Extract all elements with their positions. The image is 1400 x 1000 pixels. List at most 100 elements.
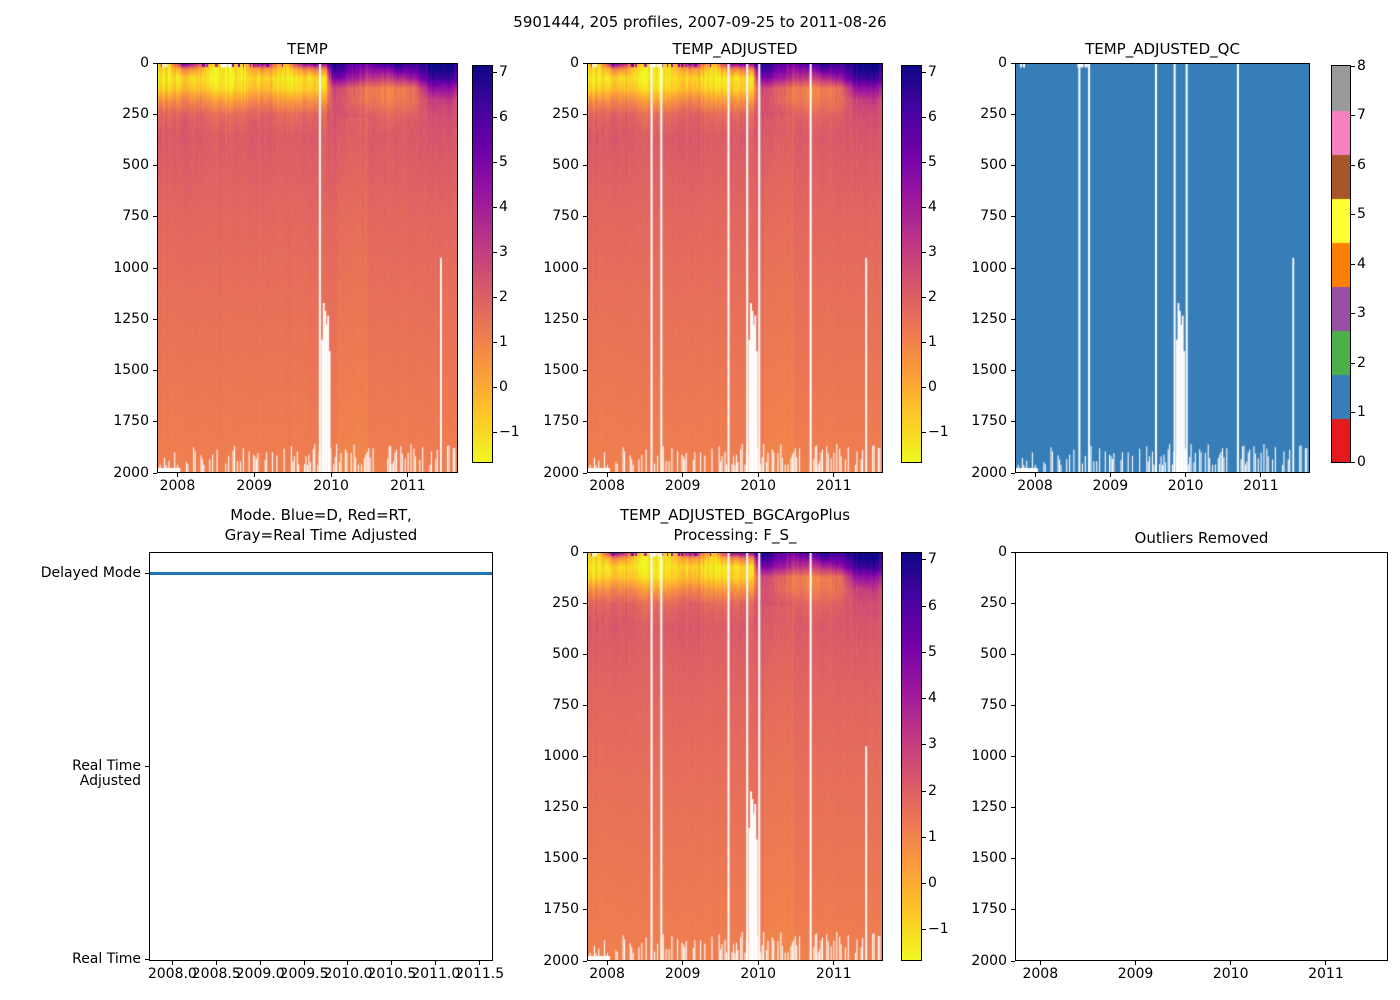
colorbar-tick-label: 7 — [928, 551, 937, 568]
year-tick-mark — [682, 961, 684, 965]
colorbar-tick-mark — [922, 790, 926, 792]
depth-tick-label: 1250 — [113, 310, 149, 327]
depth-tick-mark — [583, 113, 587, 115]
colorbar-tick-label: −1 — [928, 424, 949, 441]
depth-tick-label: 1750 — [543, 413, 579, 430]
qc-colorbar-tick-label: 0 — [1357, 453, 1366, 470]
temperature-colorbar — [472, 65, 493, 463]
depth-tick-label: 250 — [552, 594, 579, 611]
year-tick-mark — [1034, 473, 1036, 477]
depth-tick-label: 250 — [980, 594, 1007, 611]
depth-tick-mark — [1011, 602, 1015, 604]
colorbar-tick-mark — [493, 207, 497, 209]
temperature-colorbar-canvas — [473, 66, 492, 462]
depth-tick-mark — [583, 807, 587, 809]
mode-x-tick-mark — [391, 961, 393, 965]
year-tick-label: 2010 — [740, 966, 776, 982]
panel-temp_adjusted-box — [587, 63, 883, 473]
depth-tick-mark — [1011, 909, 1015, 911]
depth-tick-label: 1000 — [113, 259, 149, 276]
depth-tick-label: 0 — [570, 54, 579, 71]
colorbar-tick-mark — [922, 432, 926, 434]
temp-heatmap-canvas — [158, 64, 457, 472]
colorbar-tick-mark — [922, 297, 926, 299]
year-tick-label: 2008 — [589, 966, 625, 982]
colorbar-tick-mark — [493, 162, 497, 164]
year-tick-label: 2009 — [236, 478, 273, 494]
depth-tick-label: 1750 — [113, 413, 149, 430]
qc-colorbar-tick-mark — [1351, 263, 1355, 265]
year-tick-mark — [1135, 961, 1137, 965]
qc-colorbar — [1331, 65, 1351, 463]
depth-tick-mark — [583, 421, 587, 423]
depth-tick-label: 1250 — [971, 310, 1007, 327]
colorbar-tick-label: −1 — [928, 921, 949, 938]
year-tick-mark — [1185, 473, 1187, 477]
depth-tick-mark — [583, 216, 587, 218]
year-tick-label: 2010 — [1212, 966, 1249, 982]
colorbar-tick-label: 1 — [499, 334, 508, 351]
depth-tick-mark — [583, 370, 587, 371]
colorbar-tick-mark — [922, 605, 926, 607]
depth-tick-label: 1000 — [971, 748, 1007, 764]
depth-tick-label: 500 — [980, 157, 1007, 173]
colorbar-tick-label: 4 — [928, 199, 937, 216]
mode-x-tick-mark — [347, 961, 349, 965]
qc-colorbar-tick-mark — [1351, 313, 1355, 314]
depth-tick-mark — [583, 909, 587, 911]
depth-tick-mark — [1011, 472, 1015, 474]
depth-tick-mark — [1011, 653, 1015, 655]
colorbar-tick-mark — [922, 207, 926, 209]
bgc-heatmap-canvas — [588, 553, 882, 960]
colorbar-tick-label: 4 — [499, 199, 508, 216]
panel-temp-title: TEMP — [287, 40, 328, 58]
depth-tick-mark — [583, 756, 587, 757]
qc-colorbar-tick-mark — [1351, 214, 1355, 215]
year-tick-mark — [833, 473, 835, 477]
figure-suptitle: 5901444, 205 profiles, 2007-09-25 to 201… — [513, 13, 887, 31]
depth-tick-mark — [1011, 858, 1015, 860]
depth-tick-mark — [1011, 704, 1015, 706]
depth-tick-label: 1500 — [971, 850, 1007, 867]
mode-x-tick-label: 2009.0 — [235, 966, 285, 982]
depth-tick-mark — [583, 318, 587, 320]
depth-tick-mark — [153, 318, 157, 320]
depth-tick-label: 1250 — [543, 310, 579, 327]
colorbar-tick-label: 7 — [928, 64, 937, 81]
colorbar-tick-label: −1 — [499, 424, 520, 441]
depth-tick-mark — [153, 370, 157, 371]
temp_adjusted-heatmap-canvas — [588, 64, 882, 472]
qc-colorbar-tick-label: 7 — [1357, 107, 1366, 123]
year-tick-mark — [1230, 961, 1232, 965]
colorbar-tick-label: 1 — [928, 334, 937, 351]
colorbar-tick-mark — [922, 117, 926, 119]
year-tick-label: 2010 — [313, 478, 349, 494]
colorbar-tick-mark — [493, 297, 497, 299]
year-tick-mark — [407, 473, 409, 477]
colorbar-tick-label: 1 — [928, 828, 937, 845]
panel-mode-box — [149, 552, 493, 961]
depth-tick-label: 1500 — [113, 362, 149, 378]
depth-tick-label: 1500 — [543, 850, 579, 867]
depth-tick-label: 250 — [122, 105, 149, 122]
colorbar-tick-mark — [493, 342, 497, 344]
depth-tick-label: 750 — [980, 696, 1007, 713]
depth-tick-mark — [1011, 318, 1015, 320]
qc-colorbar-tick-label: 4 — [1357, 255, 1366, 272]
colorbar-tick-label: 7 — [499, 64, 508, 81]
depth-tick-label: 2000 — [113, 464, 149, 481]
depth-tick-mark — [583, 551, 587, 553]
colorbar-tick-mark — [922, 698, 926, 700]
mode-x-tick-mark — [259, 961, 261, 965]
colorbar-tick-mark — [922, 744, 926, 746]
depth-tick-label: 500 — [980, 645, 1007, 662]
year-tick-label: 2010 — [1167, 478, 1204, 494]
depth-tick-label: 250 — [552, 105, 579, 122]
depth-tick-mark — [1011, 370, 1015, 371]
temperature-colorbar — [901, 65, 922, 463]
qc-colorbar-tick-mark — [1351, 412, 1355, 413]
mode-x-tick-label: 2010.0 — [323, 966, 373, 982]
qc-heatmap-canvas — [1016, 64, 1309, 472]
year-tick-label: 2008 — [589, 478, 625, 494]
depth-tick-mark — [1011, 756, 1015, 757]
